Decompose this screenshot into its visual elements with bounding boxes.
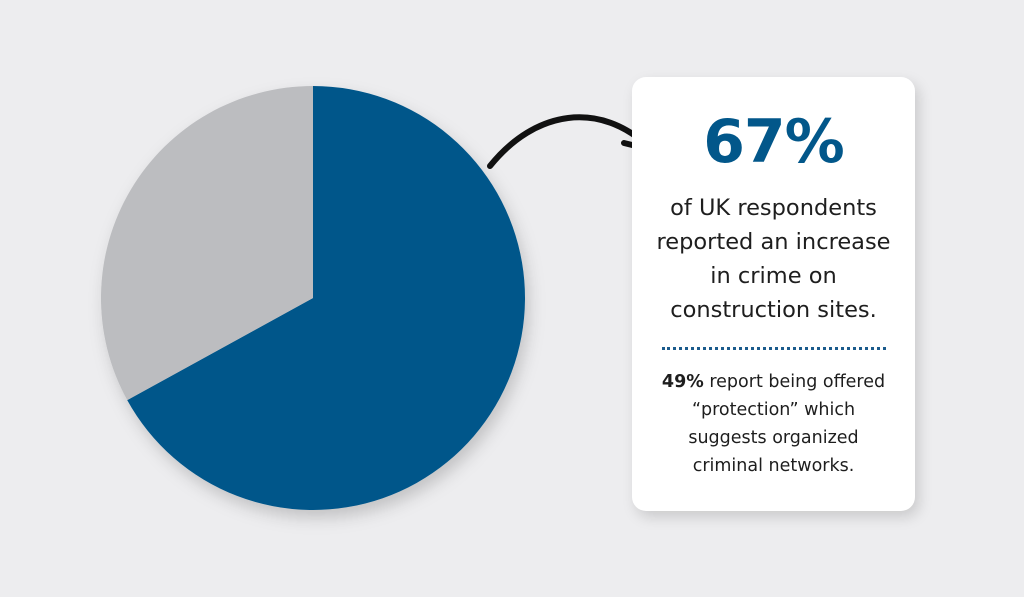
dotted-divider [661, 347, 886, 350]
secondary-percent: 49% [661, 372, 704, 392]
callout-card: 67% of UK respondents reported an increa… [632, 77, 915, 511]
headline-description: of UK respondents reported an increase i… [656, 195, 891, 323]
headline-percent: 67% [703, 107, 845, 177]
arrow-icon [487, 114, 653, 169]
pie-slice-33 [100, 86, 314, 401]
secondary-stat: 49% report being offered “protection” wh… [652, 368, 895, 480]
secondary-text: report being offered “protection” which … [688, 372, 886, 476]
pie-slice-67 [127, 86, 525, 510]
